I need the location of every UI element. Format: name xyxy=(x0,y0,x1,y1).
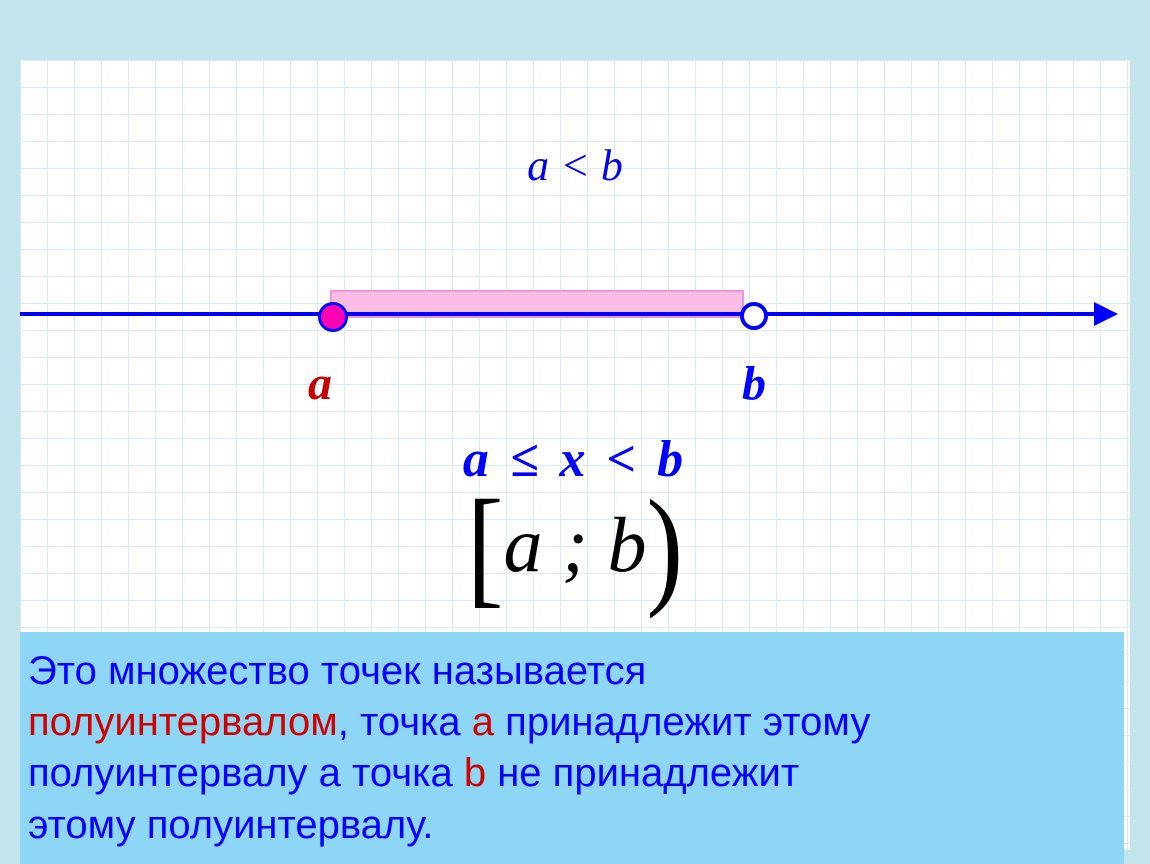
caption-box: Это множество точек называется полуинтер… xyxy=(20,632,1124,864)
interval-notation: [a ; b) xyxy=(20,500,1130,590)
slide: a < b a b a ≤ x < b [a ; b) Это множеств… xyxy=(0,0,1150,864)
interval-a: a xyxy=(504,501,543,588)
point-a-closed xyxy=(318,302,348,332)
relation-text: a < b xyxy=(20,140,1130,191)
cap-10: этому полуинтервалу. xyxy=(28,803,433,847)
interval-sep: ; xyxy=(543,501,608,588)
grid-sheet: a < b a b a ≤ x < b [a ; b) Это множеств… xyxy=(20,60,1130,850)
label-b: b xyxy=(742,356,766,411)
cap-2: полуинтервалом xyxy=(28,700,338,744)
cap-1: Это множество точек называется xyxy=(28,649,646,693)
label-a: a xyxy=(308,356,332,411)
cap-3: , точка xyxy=(338,700,472,744)
cap-5: принадлежит xyxy=(494,700,763,744)
cap-4: а xyxy=(472,700,494,744)
cap-9: не принадлежит xyxy=(486,751,799,795)
number-line-arrow xyxy=(1094,302,1118,326)
number-line xyxy=(20,312,1100,316)
inequality-text: a ≤ x < b xyxy=(20,430,1130,489)
cap-6: этому xyxy=(763,700,871,744)
cap-7: полуинтервалу а точка xyxy=(28,751,464,795)
point-b-open xyxy=(740,302,768,330)
cap-8: b xyxy=(464,751,486,795)
interval-b: b xyxy=(607,501,646,588)
